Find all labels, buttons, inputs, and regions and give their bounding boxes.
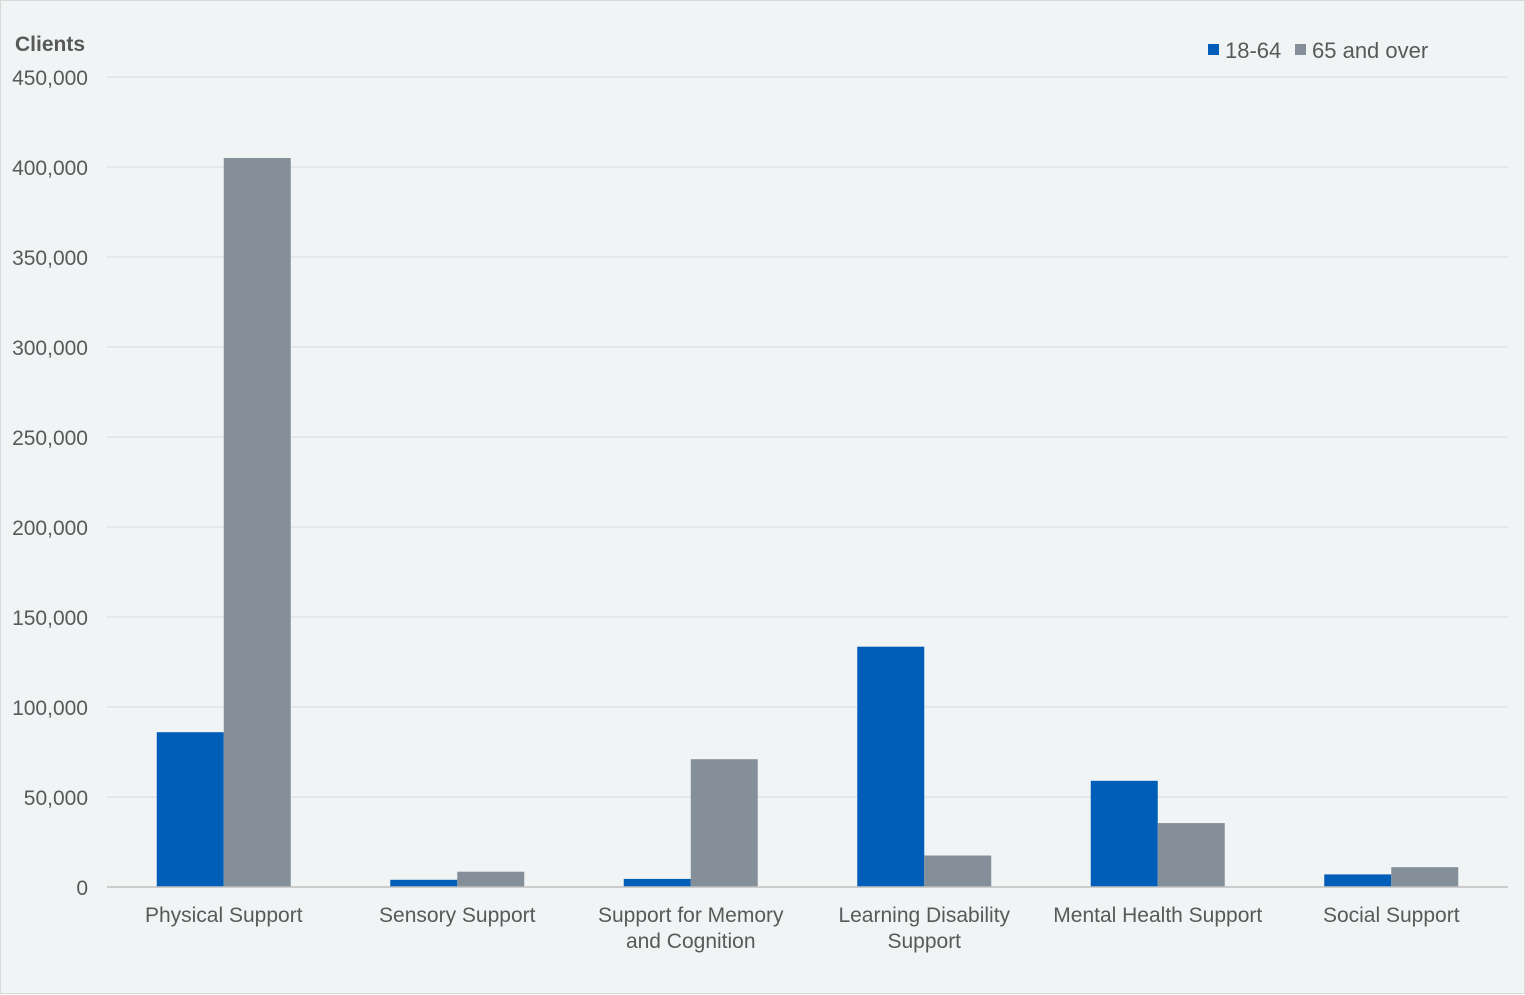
bar-age-18-64 bbox=[857, 646, 925, 887]
bars bbox=[156, 158, 1459, 887]
bar-age-18-64 bbox=[156, 732, 224, 887]
bar-age-65-plus bbox=[690, 759, 758, 887]
y-tick-label: 400,000 bbox=[12, 157, 88, 180]
y-tick-label: 450,000 bbox=[12, 67, 88, 90]
y-tick-labels: 0 50,000 100,000 150,000 200,000 250,000 300,0… bbox=[12, 67, 88, 900]
bar-age-18-64 bbox=[623, 878, 691, 887]
legend: 18-64 65 and over bbox=[1208, 38, 1428, 63]
y-tick-label: 250,000 bbox=[12, 427, 88, 450]
bar-age-65-plus bbox=[457, 871, 525, 887]
gridlines bbox=[107, 76, 1508, 798]
x-category-label: Learning Disability bbox=[838, 904, 1010, 927]
x-category-labels: Physical Support Sensory Support Support f… bbox=[145, 904, 1460, 953]
x-category-label: and Cognition bbox=[626, 930, 756, 953]
legend-swatch bbox=[1208, 44, 1219, 55]
bar-age-18-64 bbox=[390, 879, 458, 887]
y-tick-label: 100,000 bbox=[12, 697, 88, 720]
x-category-label: Mental Health Support bbox=[1053, 904, 1262, 927]
x-category-label: Support bbox=[887, 930, 961, 953]
x-category-label: Sensory Support bbox=[379, 904, 536, 927]
y-tick-label: 150,000 bbox=[12, 607, 88, 630]
legend-label: 18-64 bbox=[1225, 38, 1281, 63]
x-category-label: Support for Memory bbox=[598, 904, 784, 927]
x-category-label: Physical Support bbox=[145, 904, 303, 927]
bar-age-65-plus bbox=[1391, 867, 1459, 887]
bar-age-18-64 bbox=[1324, 874, 1392, 887]
bar-age-65-plus bbox=[223, 158, 291, 887]
bar-age-18-64 bbox=[1090, 780, 1158, 887]
y-tick-label: 200,000 bbox=[12, 517, 88, 540]
y-tick-label: 350,000 bbox=[12, 247, 88, 270]
x-category-label: Social Support bbox=[1323, 904, 1460, 927]
bar-age-65-plus bbox=[924, 855, 992, 887]
legend-label: 65 and over bbox=[1312, 38, 1428, 63]
y-axis-title: Clients bbox=[15, 33, 85, 56]
y-tick-label: 300,000 bbox=[12, 337, 88, 360]
bar-age-65-plus bbox=[1157, 823, 1225, 887]
y-tick-label: 0 bbox=[76, 877, 88, 900]
legend-swatch bbox=[1295, 44, 1306, 55]
y-tick-label: 50,000 bbox=[24, 787, 88, 810]
